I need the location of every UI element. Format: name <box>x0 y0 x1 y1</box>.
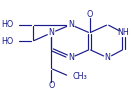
Text: O: O <box>86 10 93 19</box>
Text: CH₃: CH₃ <box>72 72 87 81</box>
Text: NH: NH <box>117 28 129 37</box>
Text: N: N <box>105 53 111 62</box>
Text: O: O <box>48 81 55 90</box>
Text: N: N <box>68 20 74 29</box>
Text: HO: HO <box>1 20 13 29</box>
Text: HO: HO <box>1 37 13 46</box>
Text: N: N <box>49 28 54 37</box>
Text: N: N <box>68 53 74 62</box>
